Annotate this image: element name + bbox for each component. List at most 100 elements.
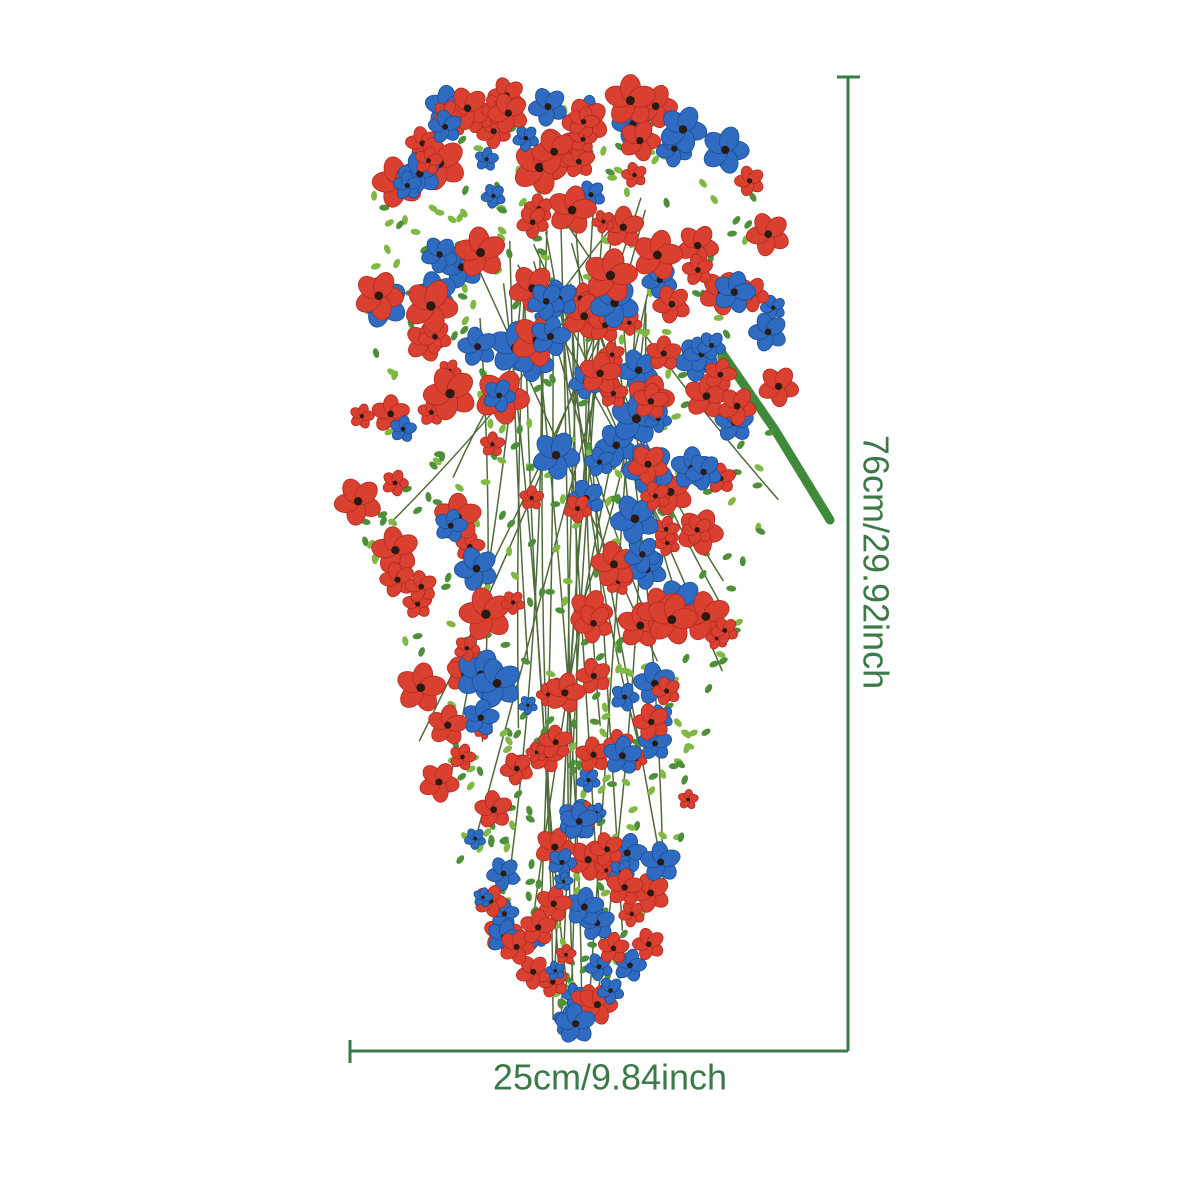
flower: [610, 495, 659, 544]
leaf: [476, 766, 484, 777]
flower: [520, 908, 557, 945]
flower-center: [429, 409, 434, 415]
flower: [390, 415, 417, 442]
flower-center: [671, 145, 678, 152]
flower-center: [504, 109, 512, 117]
leaf: [441, 583, 451, 590]
flower-center: [526, 703, 530, 707]
leaf: [499, 836, 509, 844]
leaf: [498, 510, 506, 520]
leaf: [533, 384, 543, 393]
flower-center: [693, 241, 702, 250]
leaf: [372, 348, 380, 358]
leaf: [614, 469, 623, 479]
flower: [566, 479, 604, 518]
flower-center: [501, 911, 507, 917]
leaf: [613, 166, 624, 174]
flower: [473, 887, 494, 908]
leaf: [597, 785, 606, 794]
leaf: [418, 647, 425, 657]
flower-center: [442, 123, 449, 130]
leaf: [575, 760, 582, 771]
leaf: [412, 633, 423, 640]
leaf: [744, 220, 753, 229]
flower: [518, 696, 538, 716]
leaf: [506, 519, 516, 528]
leaf: [628, 806, 638, 814]
leaf: [701, 728, 711, 736]
flower-center: [561, 879, 566, 884]
flower-center: [636, 621, 645, 630]
flower-center: [608, 988, 614, 993]
leaf: [752, 482, 763, 489]
flower-center: [463, 104, 472, 113]
flower-center: [625, 95, 635, 106]
flower-center: [492, 679, 502, 688]
flower-center: [559, 859, 565, 865]
flower-center: [619, 752, 626, 760]
flower-center: [474, 343, 482, 351]
leaf: [456, 855, 465, 864]
leaf: [384, 219, 394, 227]
leaf: [451, 331, 458, 341]
flower-center: [629, 911, 635, 917]
flower: [560, 801, 599, 839]
flower-center: [590, 672, 597, 680]
leaf: [462, 185, 469, 195]
flower-center: [511, 600, 516, 605]
flower-center: [610, 945, 617, 952]
flower: [454, 635, 481, 662]
leaf: [726, 585, 737, 592]
leaf: [704, 684, 713, 694]
flower: [554, 871, 574, 891]
leaf: [567, 759, 576, 769]
flower: [758, 367, 799, 408]
leaf: [511, 300, 520, 310]
leaf: [658, 831, 667, 840]
flower: [648, 594, 698, 645]
leaf: [755, 527, 766, 535]
flower: [464, 828, 486, 850]
flower-center: [447, 522, 454, 529]
flower-center: [653, 250, 662, 260]
leaf: [587, 941, 598, 948]
flower: [627, 446, 668, 485]
leaf: [525, 463, 535, 471]
flower: [681, 514, 712, 545]
flower: [463, 699, 500, 736]
flower-center: [530, 968, 537, 975]
flower-center: [701, 612, 711, 621]
flower-center: [426, 158, 431, 164]
flower: [632, 703, 669, 741]
flower-center: [601, 219, 606, 224]
flower-center: [374, 291, 384, 300]
leaf: [410, 228, 421, 235]
leaf: [625, 668, 634, 678]
leaf: [457, 135, 467, 144]
flower-center: [660, 350, 667, 357]
leaf: [648, 772, 659, 780]
leaf: [526, 805, 533, 816]
leaf: [676, 760, 685, 769]
flower-center: [484, 157, 489, 162]
leaf: [736, 440, 745, 450]
flower-center: [572, 1020, 580, 1028]
flower-center: [596, 459, 603, 465]
leaf: [571, 718, 578, 729]
flower-center: [415, 601, 421, 607]
flower-center: [359, 414, 365, 419]
leaf: [688, 729, 698, 737]
leaf: [600, 889, 611, 897]
flower: [457, 326, 497, 366]
leaf: [600, 145, 607, 156]
flower-center: [770, 305, 776, 310]
leaf: [545, 716, 555, 725]
flower: [653, 529, 680, 557]
flower: [404, 570, 437, 603]
leaf: [713, 314, 724, 321]
height-label: 76cm/29.92inch: [855, 435, 896, 689]
flower: [584, 446, 614, 477]
leaf: [592, 691, 601, 700]
flower-center: [604, 868, 609, 873]
leaf: [466, 781, 475, 791]
